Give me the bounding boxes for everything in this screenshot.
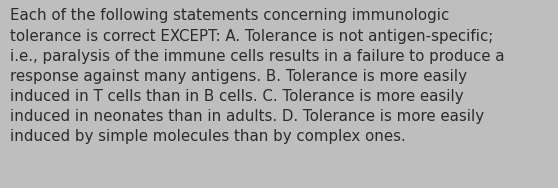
Text: Each of the following statements concerning immunologic
tolerance is correct EXC: Each of the following statements concern… (10, 8, 504, 144)
